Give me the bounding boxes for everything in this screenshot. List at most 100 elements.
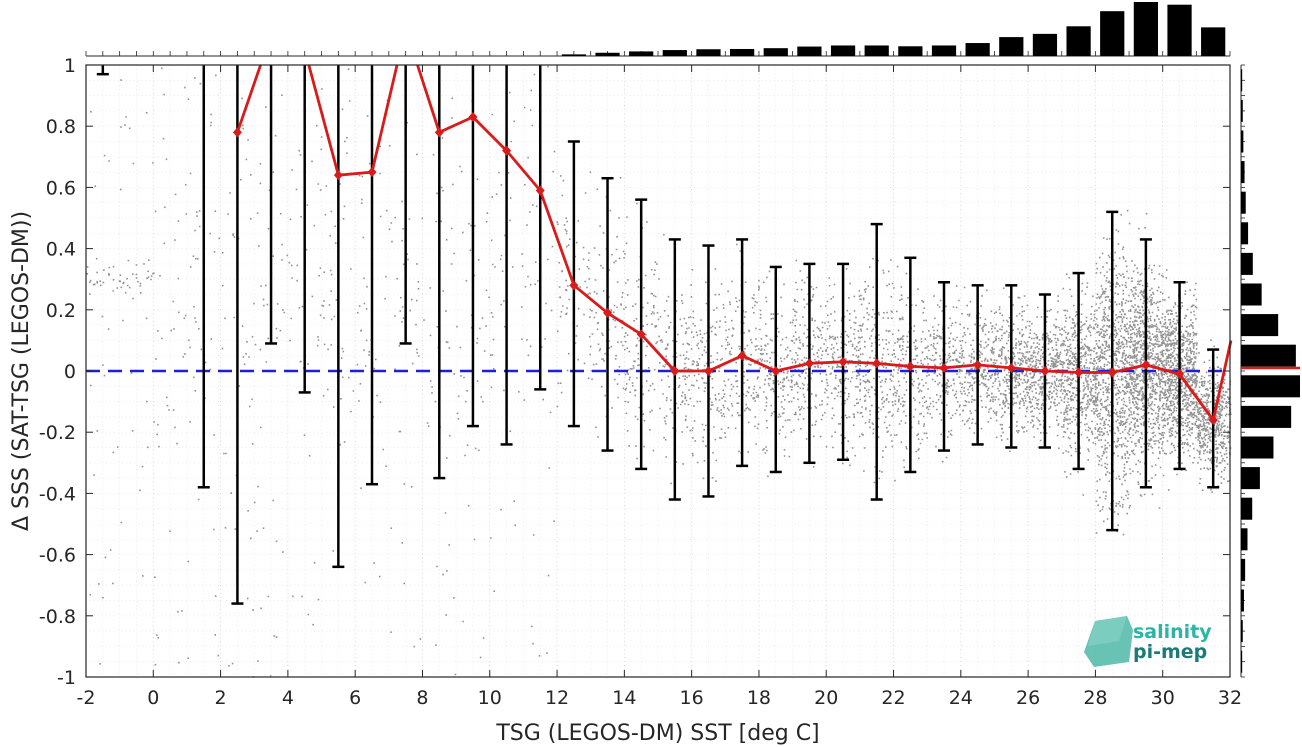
mean-marker (636, 329, 646, 340)
right-hist-bar (1241, 558, 1246, 581)
top-hist-bar (696, 49, 721, 56)
mean-marker (670, 366, 680, 376)
right-hist-bar (1241, 222, 1249, 245)
right-hist-bar (1241, 314, 1279, 337)
top-hist-bar (763, 48, 788, 56)
y-tick-labels: -1 -0.8 -0.6 -0.4 -0.2 0 0.2 0.4 0.6 0.8 1 (39, 55, 76, 689)
mean-marker (333, 170, 343, 181)
top-hist-bar (1201, 27, 1226, 56)
y-tick-label: -0.4 (39, 483, 76, 505)
right-hist-bar (1241, 467, 1260, 490)
top-hist-bar (1032, 33, 1058, 56)
x-tick-label: 26 (1016, 687, 1040, 709)
mean-marker (569, 280, 579, 291)
axis-ticks (85, 64, 1231, 678)
right-hist-bar (1241, 99, 1243, 122)
top-histogram (85, 2, 1231, 57)
mean-marker (872, 358, 882, 369)
x-tick-label: 28 (1083, 687, 1107, 709)
y-tick-label: -0.6 (39, 545, 76, 567)
right-histogram (1240, 64, 1300, 678)
right-hist-bar (1241, 344, 1296, 367)
top-hist-bar (1100, 11, 1125, 56)
top-hist-bar (561, 54, 586, 56)
top-hist-bar (864, 45, 889, 56)
x-tick-label: 0 (147, 687, 159, 709)
top-hist-bar (931, 45, 957, 56)
mean-marker (603, 307, 613, 318)
mean-series (232, 65, 1233, 425)
mean-marker (838, 356, 848, 367)
x-tick-label: 10 (478, 687, 502, 709)
mean-marker (771, 366, 781, 376)
y-tick-label: 0.6 (46, 177, 76, 199)
mean-marker (1040, 366, 1050, 376)
mean-marker (737, 350, 747, 361)
right-hist-bar (1241, 283, 1262, 306)
right-hist-bar (1241, 252, 1253, 275)
x-tick-label: 12 (545, 687, 569, 709)
x-tick-label: 2 (215, 687, 227, 709)
x-tick-label: 24 (949, 687, 973, 709)
x-tick-label: 32 (1218, 687, 1242, 709)
mean-marker (703, 366, 713, 376)
mean-marker (804, 358, 814, 369)
right-hist-bar (1241, 620, 1243, 643)
x-tick-label: 30 (1151, 687, 1175, 709)
right-hist-bar (1241, 528, 1248, 551)
right-hist-bar (1241, 589, 1244, 612)
right-hist-bar (1241, 405, 1292, 428)
logo-cube-shade (1088, 616, 1127, 646)
y-tick-label: 0.4 (46, 239, 76, 261)
top-hist-bar (662, 50, 687, 56)
mean-marker (939, 362, 949, 373)
logo-text-salinity: salinity (1133, 621, 1212, 643)
right-hist-bar (1241, 191, 1246, 214)
right-hist-bar (1241, 497, 1253, 520)
top-hist-bar (629, 51, 654, 56)
mean-marker (468, 112, 478, 123)
x-axis-label: TSG (LEGOS-DM) SST [deg C] (495, 721, 819, 746)
x-tick-label: 6 (349, 687, 361, 709)
y-tick-label: -0.2 (39, 422, 76, 444)
right-hist-bar (1241, 375, 1300, 398)
mean-line (236, 65, 1233, 422)
right-hist-bar (1241, 650, 1243, 673)
y-tick-label: 0.8 (46, 116, 76, 138)
x-tick-label: -2 (77, 687, 96, 709)
top-hist-bar (1133, 2, 1158, 56)
x-tick-label: 20 (814, 687, 838, 709)
y-tick-label: -0.8 (39, 606, 76, 628)
mean-marker (1006, 362, 1016, 373)
salinity-pi-mep-logo: salinity pi-mep (1084, 616, 1212, 667)
logo-text-pi-mep: pi-mep (1133, 641, 1207, 663)
x-tick-labels: -2 0 2 4 6 8 10 12 14 16 18 20 22 24 26 28 30 32 (77, 687, 1243, 709)
y-axis-label: Δ SSS (SAT-TSG (LEGOS-DM)) (9, 211, 34, 531)
top-hist-bar (965, 43, 990, 56)
y-tick-label: -1 (57, 667, 76, 689)
mean-marker (1074, 367, 1084, 378)
x-tick-label: 4 (282, 687, 294, 709)
top-hist-bar (595, 52, 620, 56)
y-tick-label: 0 (64, 361, 76, 383)
x-tick-label: 18 (747, 687, 771, 709)
right-hist-bar (1241, 69, 1243, 92)
mean-marker (434, 127, 444, 138)
y-tick-label: 1 (64, 55, 76, 77)
mean-marker (502, 145, 512, 156)
mean-marker (535, 185, 545, 196)
top-hist-bar (1167, 4, 1192, 56)
x-tick-label: 14 (612, 687, 636, 709)
top-hist-bar (999, 37, 1024, 56)
mean-marker (367, 167, 377, 178)
mean-marker (1208, 414, 1218, 425)
y-tick-label: 0.2 (46, 300, 76, 322)
top-hist-bar (830, 45, 856, 56)
x-tick-label: 22 (881, 687, 905, 709)
right-hist-bar (1241, 130, 1244, 153)
top-hist-bar (797, 46, 822, 56)
x-tick-label: 8 (416, 687, 428, 709)
mean-marker (973, 359, 983, 370)
mean-marker (905, 361, 915, 372)
